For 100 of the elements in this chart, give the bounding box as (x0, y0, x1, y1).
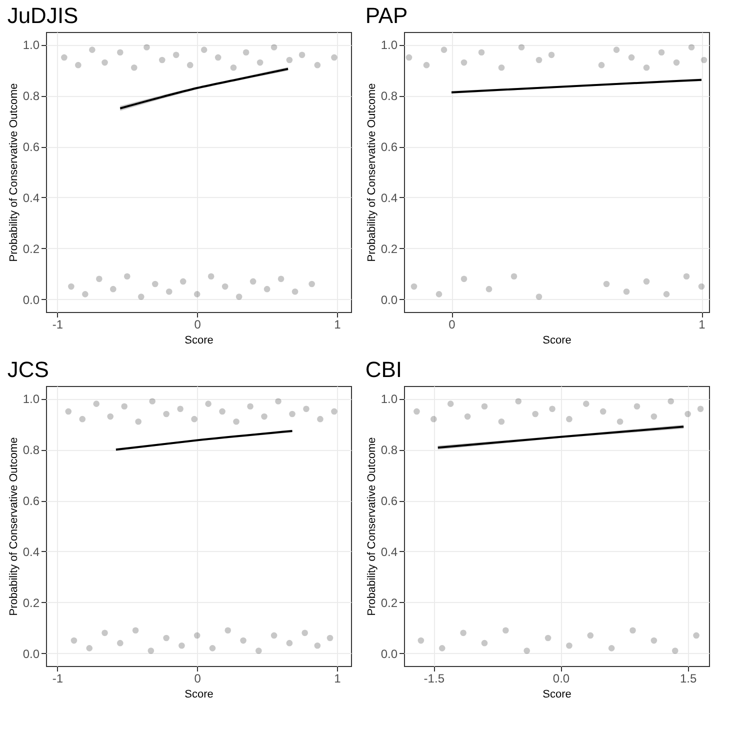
point (460, 276, 468, 282)
point (566, 642, 572, 649)
point (163, 634, 170, 642)
point (292, 288, 298, 295)
point (608, 645, 615, 652)
point (410, 283, 418, 290)
y-tick-label: 0.4 (380, 544, 398, 559)
point (200, 46, 208, 53)
y-tick-label: 0.4 (22, 544, 40, 559)
x-axis-title: Score (184, 688, 214, 700)
point (532, 410, 538, 418)
point (138, 294, 144, 300)
chart-title: JCS (7, 357, 49, 382)
point (116, 640, 124, 646)
point (102, 59, 108, 66)
point (152, 280, 158, 288)
point (102, 630, 108, 636)
point (70, 637, 78, 644)
point (68, 283, 74, 290)
point (628, 54, 635, 61)
point (261, 413, 268, 420)
point (256, 59, 264, 66)
point (186, 62, 194, 68)
point (205, 400, 212, 407)
point (693, 632, 700, 639)
point (194, 291, 200, 298)
y-tick-label: 0.0 (380, 646, 398, 661)
x-tick-label: 1 (334, 672, 342, 686)
point (121, 403, 128, 410)
point (208, 273, 214, 280)
point (236, 294, 242, 300)
y-tick-label: 0.4 (380, 190, 398, 205)
point (643, 278, 650, 285)
point (616, 418, 624, 425)
point (65, 408, 72, 415)
point (613, 46, 620, 53)
point (166, 288, 172, 295)
y-tick-label: 0.6 (22, 140, 40, 154)
point (464, 413, 471, 420)
point (672, 648, 678, 654)
y-tick-label: 0.0 (22, 292, 40, 307)
point (303, 406, 310, 412)
y-tick-label: 1.0 (380, 38, 398, 52)
point (180, 278, 186, 285)
point (317, 416, 324, 422)
point (286, 56, 293, 64)
point (178, 642, 185, 649)
y-axis-title: Probability of Conservative Outcome (366, 437, 378, 616)
point (331, 408, 338, 415)
point (144, 44, 150, 50)
y-tick-label: 1.0 (380, 392, 398, 406)
point (683, 273, 690, 280)
point (264, 286, 270, 292)
point (331, 54, 338, 61)
chart-title: JuDJIS (7, 3, 78, 28)
point (240, 637, 246, 644)
point (314, 642, 321, 649)
point (440, 46, 448, 53)
y-tick-label: 0.0 (22, 646, 40, 661)
y-tick-label: 0.6 (380, 140, 398, 154)
point (418, 637, 424, 644)
point (110, 286, 116, 292)
x-tick-label: 0 (194, 672, 202, 686)
point (242, 49, 250, 56)
point (524, 648, 530, 654)
point (250, 278, 256, 285)
point (630, 627, 636, 634)
x-tick-label: 1 (334, 318, 342, 332)
point (510, 273, 518, 280)
point (698, 283, 705, 290)
point (278, 276, 284, 282)
point (423, 62, 430, 68)
point (498, 418, 505, 425)
y-tick-label: 0.0 (380, 292, 398, 307)
x-axis-title: Score (542, 334, 572, 346)
x-axis-title: Score (542, 688, 572, 700)
point (124, 273, 130, 280)
point (93, 400, 100, 407)
point (326, 634, 334, 642)
point (219, 408, 226, 415)
point (270, 632, 278, 639)
point (498, 64, 505, 71)
point (600, 408, 606, 415)
point (650, 637, 658, 644)
point (481, 403, 488, 410)
point (582, 400, 590, 407)
point (549, 406, 556, 412)
y-tick-label: 0.8 (380, 89, 398, 104)
point (436, 291, 442, 298)
y-tick-label: 0.2 (22, 596, 40, 610)
x-tick-label: 1 (698, 318, 706, 332)
y-tick-label: 0.8 (22, 89, 40, 104)
point (684, 410, 691, 418)
point (275, 398, 282, 404)
point (302, 630, 308, 636)
point (298, 52, 306, 58)
x-tick-label: -1 (52, 672, 64, 686)
point (230, 64, 237, 71)
point (430, 416, 437, 422)
point (643, 64, 650, 71)
